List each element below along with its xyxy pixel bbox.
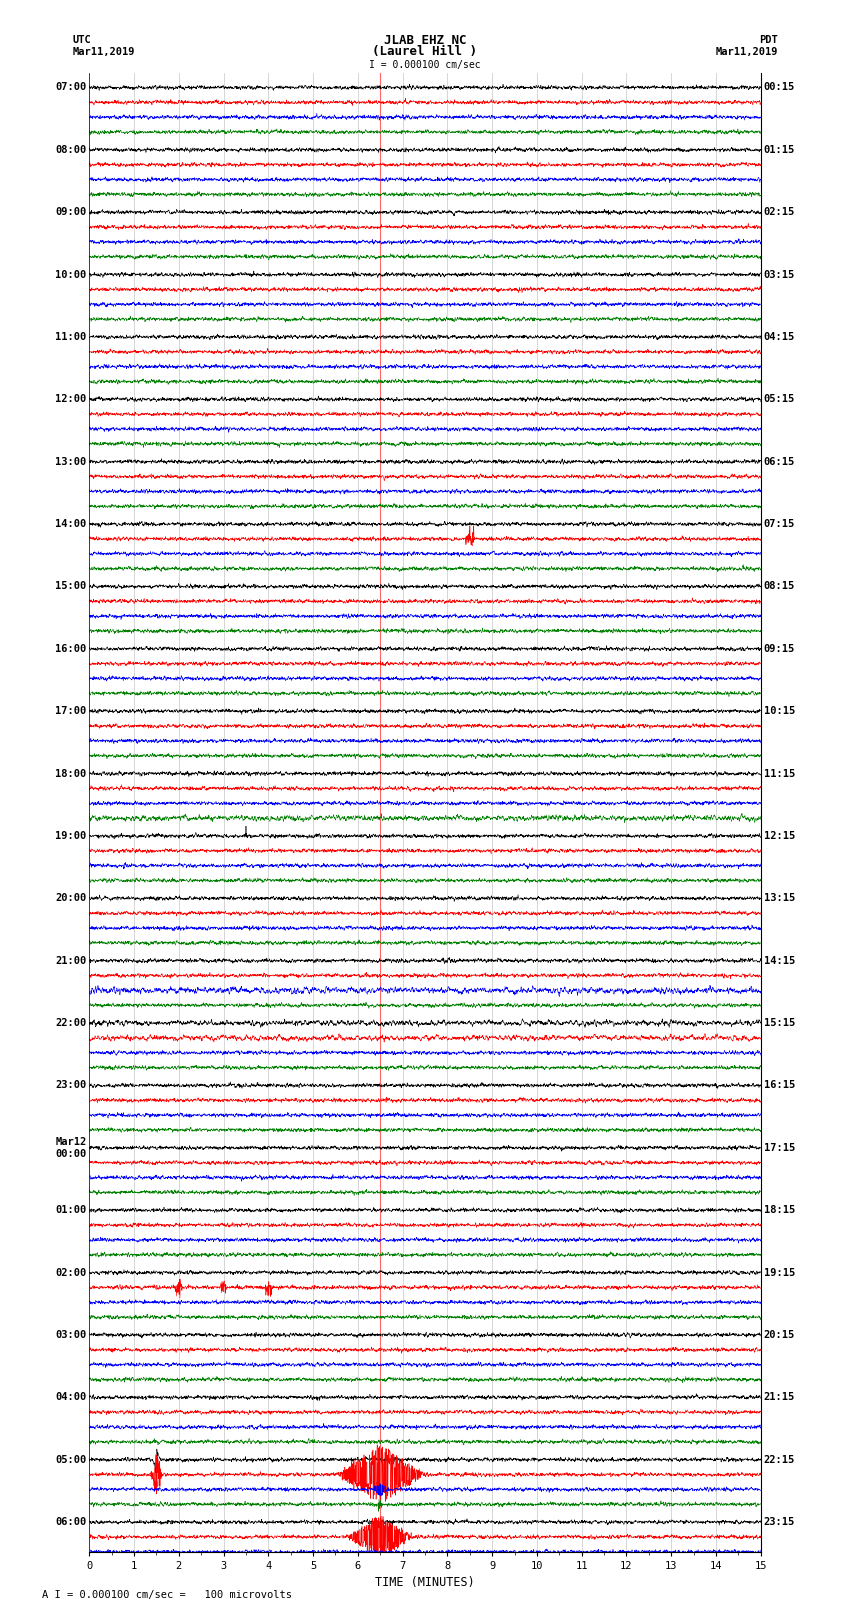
Text: UTC: UTC [72, 35, 91, 45]
Text: PDT: PDT [759, 35, 778, 45]
Text: (Laurel Hill ): (Laurel Hill ) [372, 45, 478, 58]
Text: I = 0.000100 cm/sec: I = 0.000100 cm/sec [369, 60, 481, 69]
Text: Mar11,2019: Mar11,2019 [72, 47, 135, 56]
Text: A I = 0.000100 cm/sec =   100 microvolts: A I = 0.000100 cm/sec = 100 microvolts [42, 1590, 292, 1600]
Text: JLAB EHZ NC: JLAB EHZ NC [383, 34, 467, 47]
X-axis label: TIME (MINUTES): TIME (MINUTES) [375, 1576, 475, 1589]
Text: Mar11,2019: Mar11,2019 [715, 47, 778, 56]
